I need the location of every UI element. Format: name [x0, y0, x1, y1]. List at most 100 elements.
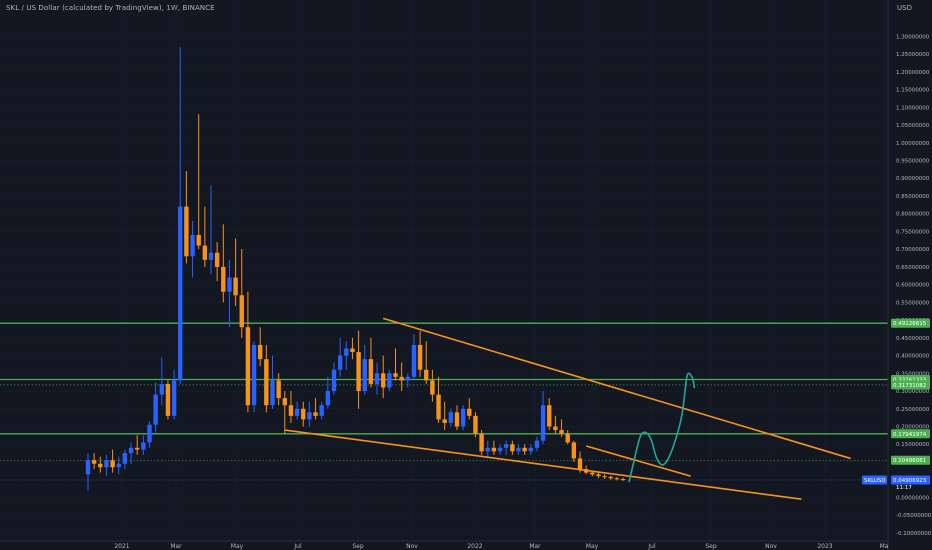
- projection: [628, 372, 696, 483]
- candle-body: [614, 478, 620, 480]
- candle-body: [251, 344, 257, 406]
- level-price-tag: 0.10486081: [893, 458, 926, 464]
- candle-body: [467, 408, 472, 416]
- y-tick-label: 1.00000000: [896, 141, 930, 147]
- y-tick-label: 0.20000000: [896, 425, 930, 431]
- candle-body: [553, 426, 558, 431]
- y-tick-label: 0.55000000: [896, 300, 930, 306]
- y-axis: 1.30000000 1.25000000 1.20000000 1.15000000…: [887, 0, 932, 550]
- support-price-tag-bg: [891, 429, 930, 439]
- grid: [0, 0, 888, 541]
- x-tick-label: Nov: [406, 543, 418, 550]
- y-tick-label: 1.30000000: [896, 34, 930, 40]
- support-levels: [0, 322, 888, 481]
- y-tick-label: 1.10000000: [896, 105, 930, 111]
- candle-body: [313, 412, 318, 416]
- candle-body: [325, 391, 331, 406]
- candle-body: [608, 476, 613, 479]
- y-tick-label: 0.60000000: [896, 283, 930, 289]
- candle-body: [430, 380, 435, 395]
- y-tick-label: 0.80000000: [896, 212, 930, 218]
- x-tick-label: 2022: [467, 543, 482, 550]
- candle-body: [264, 359, 269, 406]
- candle-body: [479, 433, 484, 452]
- trendlines: [284, 317, 851, 501]
- y-tick-label: 0.30000000: [896, 389, 930, 395]
- candle-body: [565, 433, 570, 443]
- candle-body: [510, 444, 515, 452]
- candle-body: [368, 359, 374, 384]
- y-tick-label: 1.05000000: [896, 123, 930, 129]
- y-tick-label: 1.20000000: [896, 70, 930, 76]
- candle-body: [460, 408, 466, 427]
- support-price-tag: 0.49126615: [893, 321, 927, 327]
- x-tick-label: May: [231, 543, 244, 550]
- candle-body: [227, 277, 232, 292]
- candle-body: [85, 460, 91, 475]
- candle-body: [208, 252, 214, 260]
- candle-body: [602, 476, 607, 478]
- candle-body: [387, 373, 392, 388]
- y-tick-label: 0.00000000: [896, 495, 930, 501]
- candle-body: [98, 463, 103, 468]
- candle-body: [104, 460, 109, 468]
- y-tick-label: -0.10000000: [896, 531, 932, 537]
- candle-body: [528, 447, 533, 452]
- candle-body: [337, 355, 343, 370]
- candle-body: [547, 405, 552, 427]
- countdown-label: 11:17: [896, 485, 912, 491]
- candle-body: [590, 472, 595, 475]
- current-price-tag: 0.04906923: [893, 478, 927, 484]
- candle-body: [381, 373, 386, 388]
- candle-body: [374, 373, 380, 384]
- candle-body: [534, 440, 540, 448]
- y-tick-label: 0.65000000: [896, 265, 930, 271]
- y-tick-label: 0.75000000: [896, 229, 930, 235]
- x-tick-label: Nov: [765, 543, 777, 550]
- candle-body: [356, 352, 361, 392]
- y-tick-label: 1.25000000: [896, 52, 930, 58]
- candle-body: [122, 453, 128, 464]
- candle-body: [417, 344, 423, 370]
- candle-body: [596, 474, 601, 477]
- candle-body: [516, 447, 521, 452]
- candle-body: [270, 380, 275, 406]
- candle-body: [497, 447, 503, 452]
- candles: [85, 47, 626, 491]
- y-tick-label: 0.95000000: [896, 159, 930, 165]
- candle-body: [282, 398, 287, 406]
- y-tick-label: 0.85000000: [896, 194, 930, 200]
- trendline: [382, 317, 851, 460]
- x-tick-label: 2021: [114, 543, 129, 550]
- candle-body: [214, 252, 220, 267]
- price-tags: 0.491266150.332613330.179419740.31731082…: [862, 318, 930, 491]
- candle-body: [504, 444, 509, 448]
- x-tick-label: Jul: [647, 543, 656, 550]
- symbol-badge-bg: [862, 475, 887, 485]
- candle-body: [491, 447, 497, 452]
- level-price-tag-bg: [891, 380, 930, 390]
- x-tick-label: Mar: [170, 543, 182, 550]
- candle-body: [110, 460, 115, 468]
- candle-body: [141, 442, 146, 450]
- candle-body: [159, 383, 164, 395]
- y-tick-label: 0.90000000: [896, 176, 930, 182]
- candle-body: [116, 463, 121, 468]
- candle-body: [399, 376, 404, 381]
- candle-body: [239, 295, 244, 328]
- candle-body: [571, 442, 577, 459]
- candle-body: [135, 447, 140, 450]
- x-tick-label: Sep: [352, 543, 364, 550]
- candle-body: [522, 447, 527, 452]
- candle-body: [233, 277, 238, 296]
- y-tick-label: 0.15000000: [896, 442, 930, 448]
- support-price-tag: 0.17941974: [893, 432, 927, 438]
- candle-body: [393, 373, 398, 377]
- candle-body: [577, 458, 583, 470]
- projection-path: [628, 372, 696, 483]
- candle-body: [319, 405, 324, 416]
- candle-body: [448, 412, 454, 423]
- y-tick-label: 0.40000000: [896, 354, 930, 360]
- candle-body: [178, 206, 183, 381]
